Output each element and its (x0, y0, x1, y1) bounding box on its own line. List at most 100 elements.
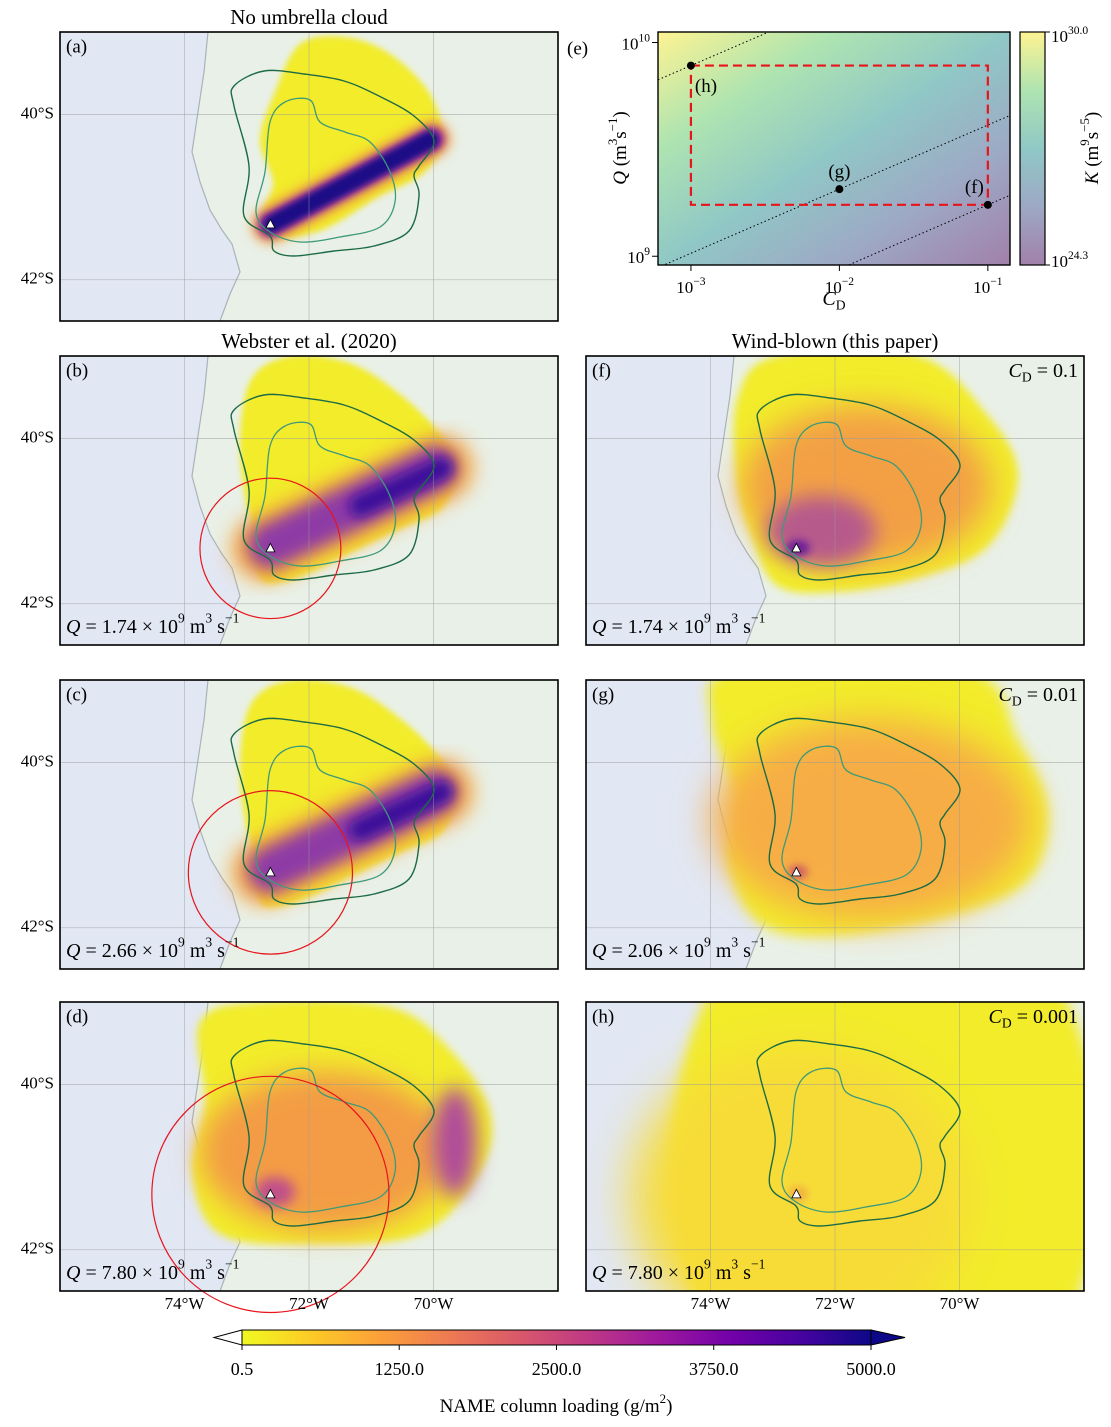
map-area (586, 680, 1084, 969)
contour-inner (255, 97, 397, 243)
text-run: 2 (660, 1391, 666, 1406)
panel-frame (59, 355, 559, 646)
contour-outer (756, 1039, 961, 1227)
text-run: = 0.01 (1022, 684, 1078, 706)
x-axis-label: CD (822, 288, 845, 313)
text-run: K (1082, 170, 1103, 185)
text-run: 9 (1077, 139, 1092, 145)
x-tick-label: 74°W (691, 1294, 732, 1313)
text-run: 24.3 (1068, 249, 1088, 262)
text-run: 9 (644, 245, 650, 258)
text-run: = 2.66 × 10 (80, 940, 178, 962)
text-run: 30.0 (1068, 24, 1088, 37)
text-run: 3 (205, 935, 212, 950)
panel-label: (a) (66, 36, 87, 57)
contour-outer (756, 393, 961, 581)
ash-plume (255, 1177, 295, 1207)
text-run: m (711, 1262, 732, 1284)
text-run: ) (666, 1396, 672, 1417)
text-run: s (738, 1262, 751, 1284)
text-run: 10 (825, 278, 842, 297)
text-run: −2 (842, 275, 855, 288)
text-run: Q (66, 940, 81, 962)
point-label: (h) (695, 76, 717, 97)
x-tick-label: 10−2 (825, 275, 855, 297)
text-run: −1 (225, 611, 239, 626)
colorbar-tick-label: 0.5 (231, 1359, 254, 1379)
text-run: 9 (704, 1257, 711, 1272)
ash-plume (349, 457, 453, 517)
text-run: m (185, 1262, 206, 1284)
x-tick-label: 10−3 (676, 275, 706, 297)
point-label: (g) (828, 162, 850, 183)
q-annotation: Q = 7.80 × 109 m3 s−1 (592, 1257, 765, 1284)
contour-outer (230, 717, 435, 905)
text-run: ) (1082, 112, 1103, 118)
text-run: D (1002, 1016, 1012, 1031)
y-tick-label: 42°S (21, 269, 54, 288)
contour-outer (230, 69, 435, 257)
text-run: 10 (1051, 27, 1068, 46)
x-tick-label: 10−1 (973, 275, 1003, 297)
text-run: 3 (731, 611, 738, 626)
contour-outer (230, 393, 435, 581)
contour-outer (756, 717, 961, 905)
text-run: −5 (1077, 118, 1092, 132)
cd-annotation: CD = 0.01 (999, 684, 1078, 709)
text-run: D (836, 298, 846, 313)
text-run: C (999, 684, 1013, 706)
panel-label: (b) (66, 360, 88, 381)
ocean (60, 32, 241, 321)
y-tick-label: 40°S (21, 751, 54, 770)
ash-plume (349, 781, 453, 841)
panel-title: No umbrella cloud (230, 5, 388, 29)
text-run: = 1.74 × 10 (606, 616, 704, 638)
cd-annotation: CD = 0.1 (1009, 360, 1078, 385)
text-run: 10 (676, 278, 693, 297)
y-tick-label: 42°S (21, 593, 54, 612)
ash-plume (631, 1047, 971, 1291)
ocean (60, 356, 241, 645)
text-run: = 0.1 (1032, 360, 1078, 382)
map-area (60, 1002, 558, 1291)
parameter-range (689, 64, 989, 206)
text-run: NAME column loading (g/m (440, 1396, 660, 1417)
point-label: (f) (965, 177, 984, 198)
point (686, 61, 695, 70)
panel-label: (c) (66, 684, 87, 705)
panel-label: (g) (592, 684, 614, 705)
plot-area (658, 32, 1010, 265)
y-tick-label: 40°S (21, 1073, 54, 1092)
text-run: s (738, 616, 751, 638)
text-run: = 2.06 × 10 (606, 940, 704, 962)
x-tick-label: 70°W (414, 1294, 455, 1313)
y-tick-label: 42°S (21, 1239, 54, 1258)
contour-inner (781, 421, 923, 567)
text-run: Q (66, 1262, 81, 1284)
x-tick-label: 74°W (165, 1294, 206, 1313)
q-annotation: Q = 7.80 × 109 m3 s−1 (66, 1257, 239, 1284)
text-run: s (1082, 132, 1103, 139)
ash-plume (200, 1072, 450, 1232)
text-run: C (822, 288, 836, 310)
panel-title: Webster et al. (2020) (221, 329, 397, 353)
panel-title: Wind-blown (this paper) (732, 329, 939, 353)
text-run: = 7.80 × 10 (606, 1262, 704, 1284)
text-run: 3 (205, 611, 212, 626)
vent (265, 866, 276, 877)
y-tick-label: 1010 (621, 31, 650, 53)
vent (791, 542, 802, 553)
colorbar (1019, 31, 1046, 266)
contour-outer (230, 1039, 435, 1227)
y-axis-label: Q (m3s−1) (605, 111, 631, 185)
text-run: 10 (1051, 252, 1068, 271)
text-run: −1 (225, 1257, 239, 1272)
panel-label: (f) (592, 360, 611, 381)
ocean (586, 356, 767, 645)
text-run: Q (610, 171, 631, 185)
vent (265, 542, 276, 553)
contour-inner (255, 421, 397, 567)
panel-frame (59, 1001, 559, 1292)
colorbar-tick-label: 2500.0 (532, 1359, 582, 1379)
